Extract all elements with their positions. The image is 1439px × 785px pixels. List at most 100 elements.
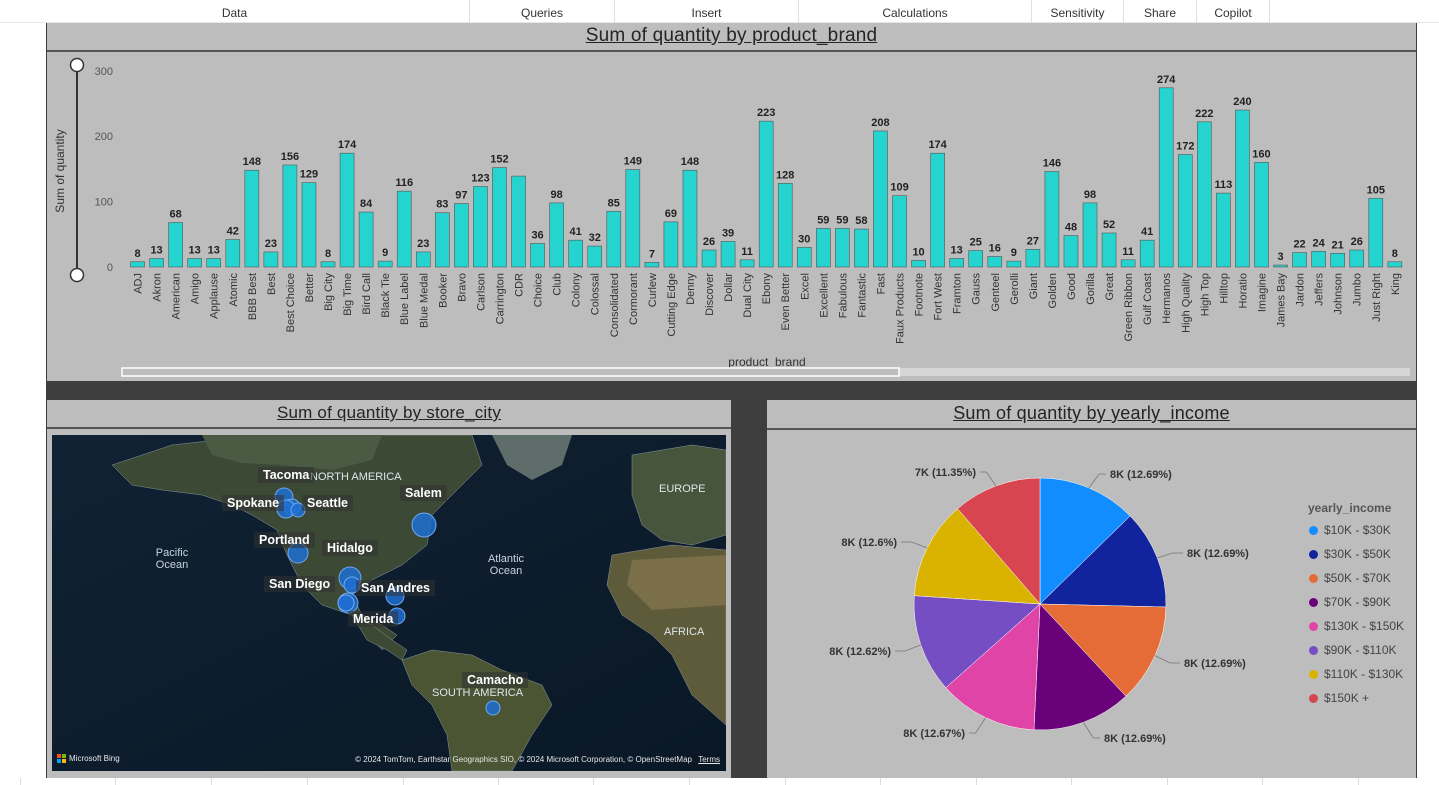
bar[interactable] [854,228,869,268]
pie-slice[interactable] [1039,515,1167,608]
bar[interactable] [244,169,260,268]
legend-item[interactable]: $10K - $30K [1309,523,1391,537]
bar[interactable] [454,203,469,268]
bar[interactable] [625,169,641,268]
bar[interactable] [949,258,964,268]
bar[interactable] [1330,252,1345,268]
bar[interactable] [568,239,583,268]
bar[interactable] [1101,232,1117,268]
bar[interactable] [396,190,412,268]
bar[interactable] [739,259,755,268]
bar[interactable] [1006,260,1022,268]
terms-link[interactable]: Terms [698,755,720,764]
legend-item[interactable]: $150K + [1309,691,1369,705]
bar[interactable] [187,258,202,268]
bar[interactable] [720,241,736,268]
tab-copilot[interactable]: Copilot [1197,0,1270,23]
bar[interactable] [892,195,907,268]
bar[interactable] [225,239,241,268]
bar-chart-visual[interactable]: Sum of quantity by product_brand Sum of … [47,23,1416,381]
bar[interactable] [816,228,831,268]
city-bubble[interactable] [337,594,355,612]
bar[interactable] [206,258,222,268]
bar[interactable] [1311,251,1326,268]
bar[interactable] [435,212,450,268]
bar[interactable] [1044,171,1060,268]
bar[interactable] [1063,235,1079,268]
pie-slice[interactable] [1033,603,1127,731]
tab-sensitivity[interactable]: Sensitivity [1032,0,1124,23]
bar[interactable] [606,211,622,268]
bar[interactable] [415,251,431,268]
bar[interactable] [968,250,984,268]
bar[interactable] [492,167,507,268]
pie-chart-visual[interactable]: Sum of quantity by yearly_income 8K (12.… [767,400,1416,778]
bar[interactable] [1273,264,1288,268]
legend-item[interactable]: $70K - $90K [1309,595,1391,609]
pie-slice[interactable] [1039,603,1167,697]
bar[interactable] [644,262,660,268]
bar[interactable] [1216,192,1231,268]
tab-calculations[interactable]: Calculations [799,0,1032,23]
bar[interactable] [777,182,793,268]
bar[interactable] [1025,249,1041,268]
bar[interactable] [149,258,164,268]
bar[interactable] [1235,109,1250,268]
city-bubble[interactable] [411,512,437,538]
city-bubble[interactable] [485,700,501,716]
bar[interactable] [587,245,603,268]
pie-slice[interactable] [913,595,1041,689]
pie-slice[interactable] [914,508,1041,605]
bar[interactable] [358,211,374,268]
tab-share[interactable]: Share [1124,0,1197,23]
pie-slice[interactable] [945,603,1041,731]
bar[interactable] [320,261,336,268]
y-axis-slider-handle-bottom[interactable] [69,267,85,283]
bar[interactable] [1387,261,1403,268]
bar[interactable] [873,130,888,268]
bar[interactable] [1197,121,1212,268]
y-axis-slider-handle-top[interactable] [69,57,85,73]
bar[interactable] [377,260,393,268]
map-canvas[interactable]: NORTH AMERICA SOUTH AMERICA EUROPE AFRIC… [52,435,726,771]
tab-data[interactable]: Data [0,0,470,23]
bar[interactable] [301,182,317,268]
bar[interactable] [1349,249,1365,268]
bar[interactable] [1120,259,1136,268]
bar[interactable] [1254,162,1269,268]
bar[interactable] [987,256,1003,268]
bar[interactable] [282,164,298,268]
bar[interactable] [682,169,698,268]
bar[interactable] [1177,154,1193,268]
bar[interactable] [1158,87,1174,268]
bar[interactable] [549,202,564,268]
legend-item[interactable]: $90K - $110K [1309,643,1397,657]
bar[interactable] [530,243,545,268]
bar[interactable] [701,249,717,268]
map-visual[interactable]: Sum of quantity by store_city [47,400,731,778]
legend-item[interactable]: $130K - $150K [1309,619,1404,633]
legend-item[interactable]: $30K - $50K [1309,547,1391,561]
bar[interactable] [511,175,526,268]
tab-insert[interactable]: Insert [615,0,799,23]
bar[interactable] [758,120,774,268]
bar[interactable] [168,222,183,268]
bar[interactable] [796,247,812,268]
bar[interactable] [911,260,926,268]
bar[interactable] [1139,239,1155,268]
bar[interactable] [339,152,355,268]
bar[interactable] [263,251,279,268]
legend-item[interactable]: $110K - $130K [1309,667,1403,681]
bar[interactable] [663,221,679,268]
bar[interactable] [930,152,945,268]
bar[interactable] [473,186,488,268]
bar[interactable] [1082,202,1098,268]
pie-slice[interactable] [1039,477,1131,605]
tab-queries[interactable]: Queries [470,0,615,23]
legend-item[interactable]: $50K - $70K [1309,571,1391,585]
bar[interactable] [835,228,850,268]
bar[interactable] [130,261,145,268]
x-scrollbar-thumb[interactable] [121,367,900,377]
bar[interactable] [1368,198,1384,268]
bar[interactable] [1292,252,1307,268]
